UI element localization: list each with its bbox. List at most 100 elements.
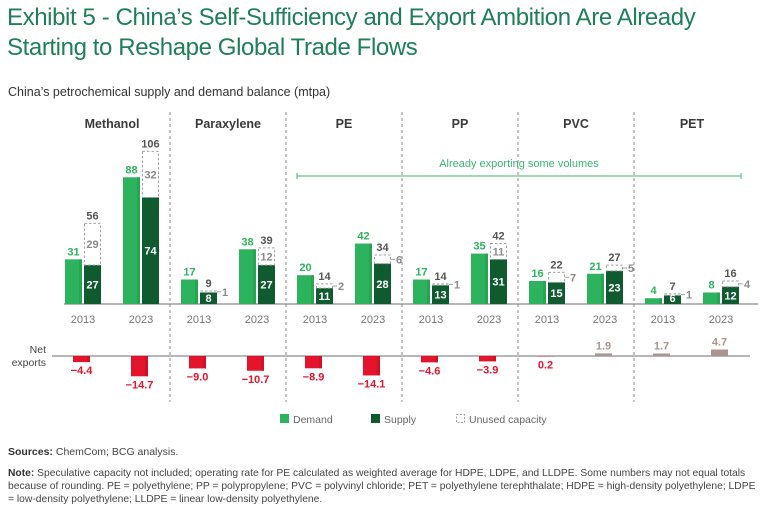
unused-capacity-box [142,150,159,198]
net-exports-label: exports [12,357,46,369]
demand-bar-shade [427,279,430,304]
unused-capacity-box [432,283,449,286]
unused-value-label: 1 [454,280,460,292]
demand-bar [239,249,256,304]
capacity-total-label: 56 [86,210,98,222]
demand-bar [703,292,720,304]
sources-label: Sources: [8,446,53,458]
demand-value-label: 88 [125,164,137,176]
net-exports-label: Net [30,344,46,356]
demand-value-label: 4 [650,285,657,297]
category-label: Paraxylene [195,117,261,131]
net-exports-bar [595,353,612,356]
demand-value-label: 35 [473,241,485,253]
net-exports-bar-shade [319,356,322,369]
category-label: PET [680,117,705,131]
unused-capacity-box [606,264,623,272]
demand-value-label: 20 [299,262,311,274]
unused-value-label: 12 [260,251,272,263]
net-exports-value-label: −4.6 [419,365,441,377]
net-exports-bar [305,356,322,369]
note: Note: Speculative capacity not included;… [8,467,760,506]
net-exports-value-label: −14.1 [358,378,386,390]
net-exports-bar [711,349,728,356]
sources: Sources: ChemCom; BCG analysis. [8,446,178,458]
unused-value-label: 32 [144,169,156,181]
unused-value-label: 7 [570,272,576,284]
net-exports-value-label: 0.2 [538,359,553,371]
demand-value-label: 17 [183,267,195,279]
supply-value-label: 8 [205,293,211,305]
supply-value-label: 27 [86,280,98,292]
demand-value-label: 21 [589,261,601,273]
supply-bar [548,282,565,304]
unused-value-label: 2 [338,281,344,293]
demand-bar [297,275,314,304]
demand-bar [645,298,662,304]
legend-label: Supply [384,414,417,426]
annotation-text: Already exporting some volumes [439,158,599,170]
supply-bar [664,295,681,304]
supply-bar [258,265,275,304]
year-label: 2013 [535,314,559,326]
unused-capacity-box [548,271,565,283]
unused-value-label: 6 [396,254,402,266]
demand-value-label: 31 [67,246,79,258]
demand-bar [529,280,546,304]
demand-value-label: 42 [357,231,369,243]
demand-value-label: 38 [241,236,253,248]
supply-bar [142,197,159,304]
supply-value-label: 13 [434,290,446,302]
net-exports-bar [363,356,380,376]
net-exports-bar-shade [261,356,264,371]
net-exports-bar-shade [87,356,90,363]
supply-bar [316,288,333,304]
net-exports-bar-shade [145,356,148,377]
demand-value-label: 8 [708,279,714,291]
supply-value-label: 27 [260,280,272,292]
unused-value-label: 1 [686,290,692,302]
capacity-total-label: 34 [376,242,389,254]
demand-bar-shade [195,279,198,304]
year-label: 2023 [477,314,501,326]
unused-value-label: 1 [222,287,228,299]
supply-bar [722,286,739,304]
note-label: Note: [8,468,35,479]
demand-bar [123,177,140,304]
capacity-total-label: 14 [434,271,447,283]
chart-subtitle: China’s petrochemical supply and demand … [8,85,331,99]
unused-capacity-box [490,243,507,260]
supply-value-label: 11 [319,291,331,303]
capacity-total-label: 39 [260,235,272,247]
demand-bar-shade [601,273,604,304]
capacity-total-label: 7 [669,281,675,293]
net-exports-bar [189,356,206,369]
net-exports-bar-shade [377,356,380,376]
demand-bar [355,243,372,304]
supply-value-label: 15 [550,288,562,300]
demand-bar-shade [79,259,82,304]
demand-bar [413,279,430,304]
unused-value-label: 4 [744,279,751,291]
net-exports-value-label: −8.9 [303,371,325,383]
net-exports-value-label: −3.9 [477,364,499,376]
category-label: PE [336,117,353,131]
demand-bar-shade [311,275,314,304]
demand-bar-shade [485,253,488,304]
net-exports-bar [247,356,264,371]
unused-capacity-box [374,254,391,265]
capacity-total-label: 27 [608,252,620,264]
net-exports-value-label: −9.0 [187,371,209,383]
net-exports-value-label: 1.9 [596,340,611,352]
unused-capacity-box [722,280,739,288]
net-exports-bar-shade [435,356,438,363]
demand-bar-shade [253,249,256,304]
year-label: 2013 [71,314,95,326]
demand-bar [587,273,604,304]
supply-bar [606,270,623,304]
net-exports-value-label: −10.7 [242,374,270,386]
capacity-total-label: 106 [141,138,159,150]
category-label: Methanol [85,117,140,131]
unused-value-label: 5 [628,263,634,275]
legend-swatch-supply [371,414,380,423]
